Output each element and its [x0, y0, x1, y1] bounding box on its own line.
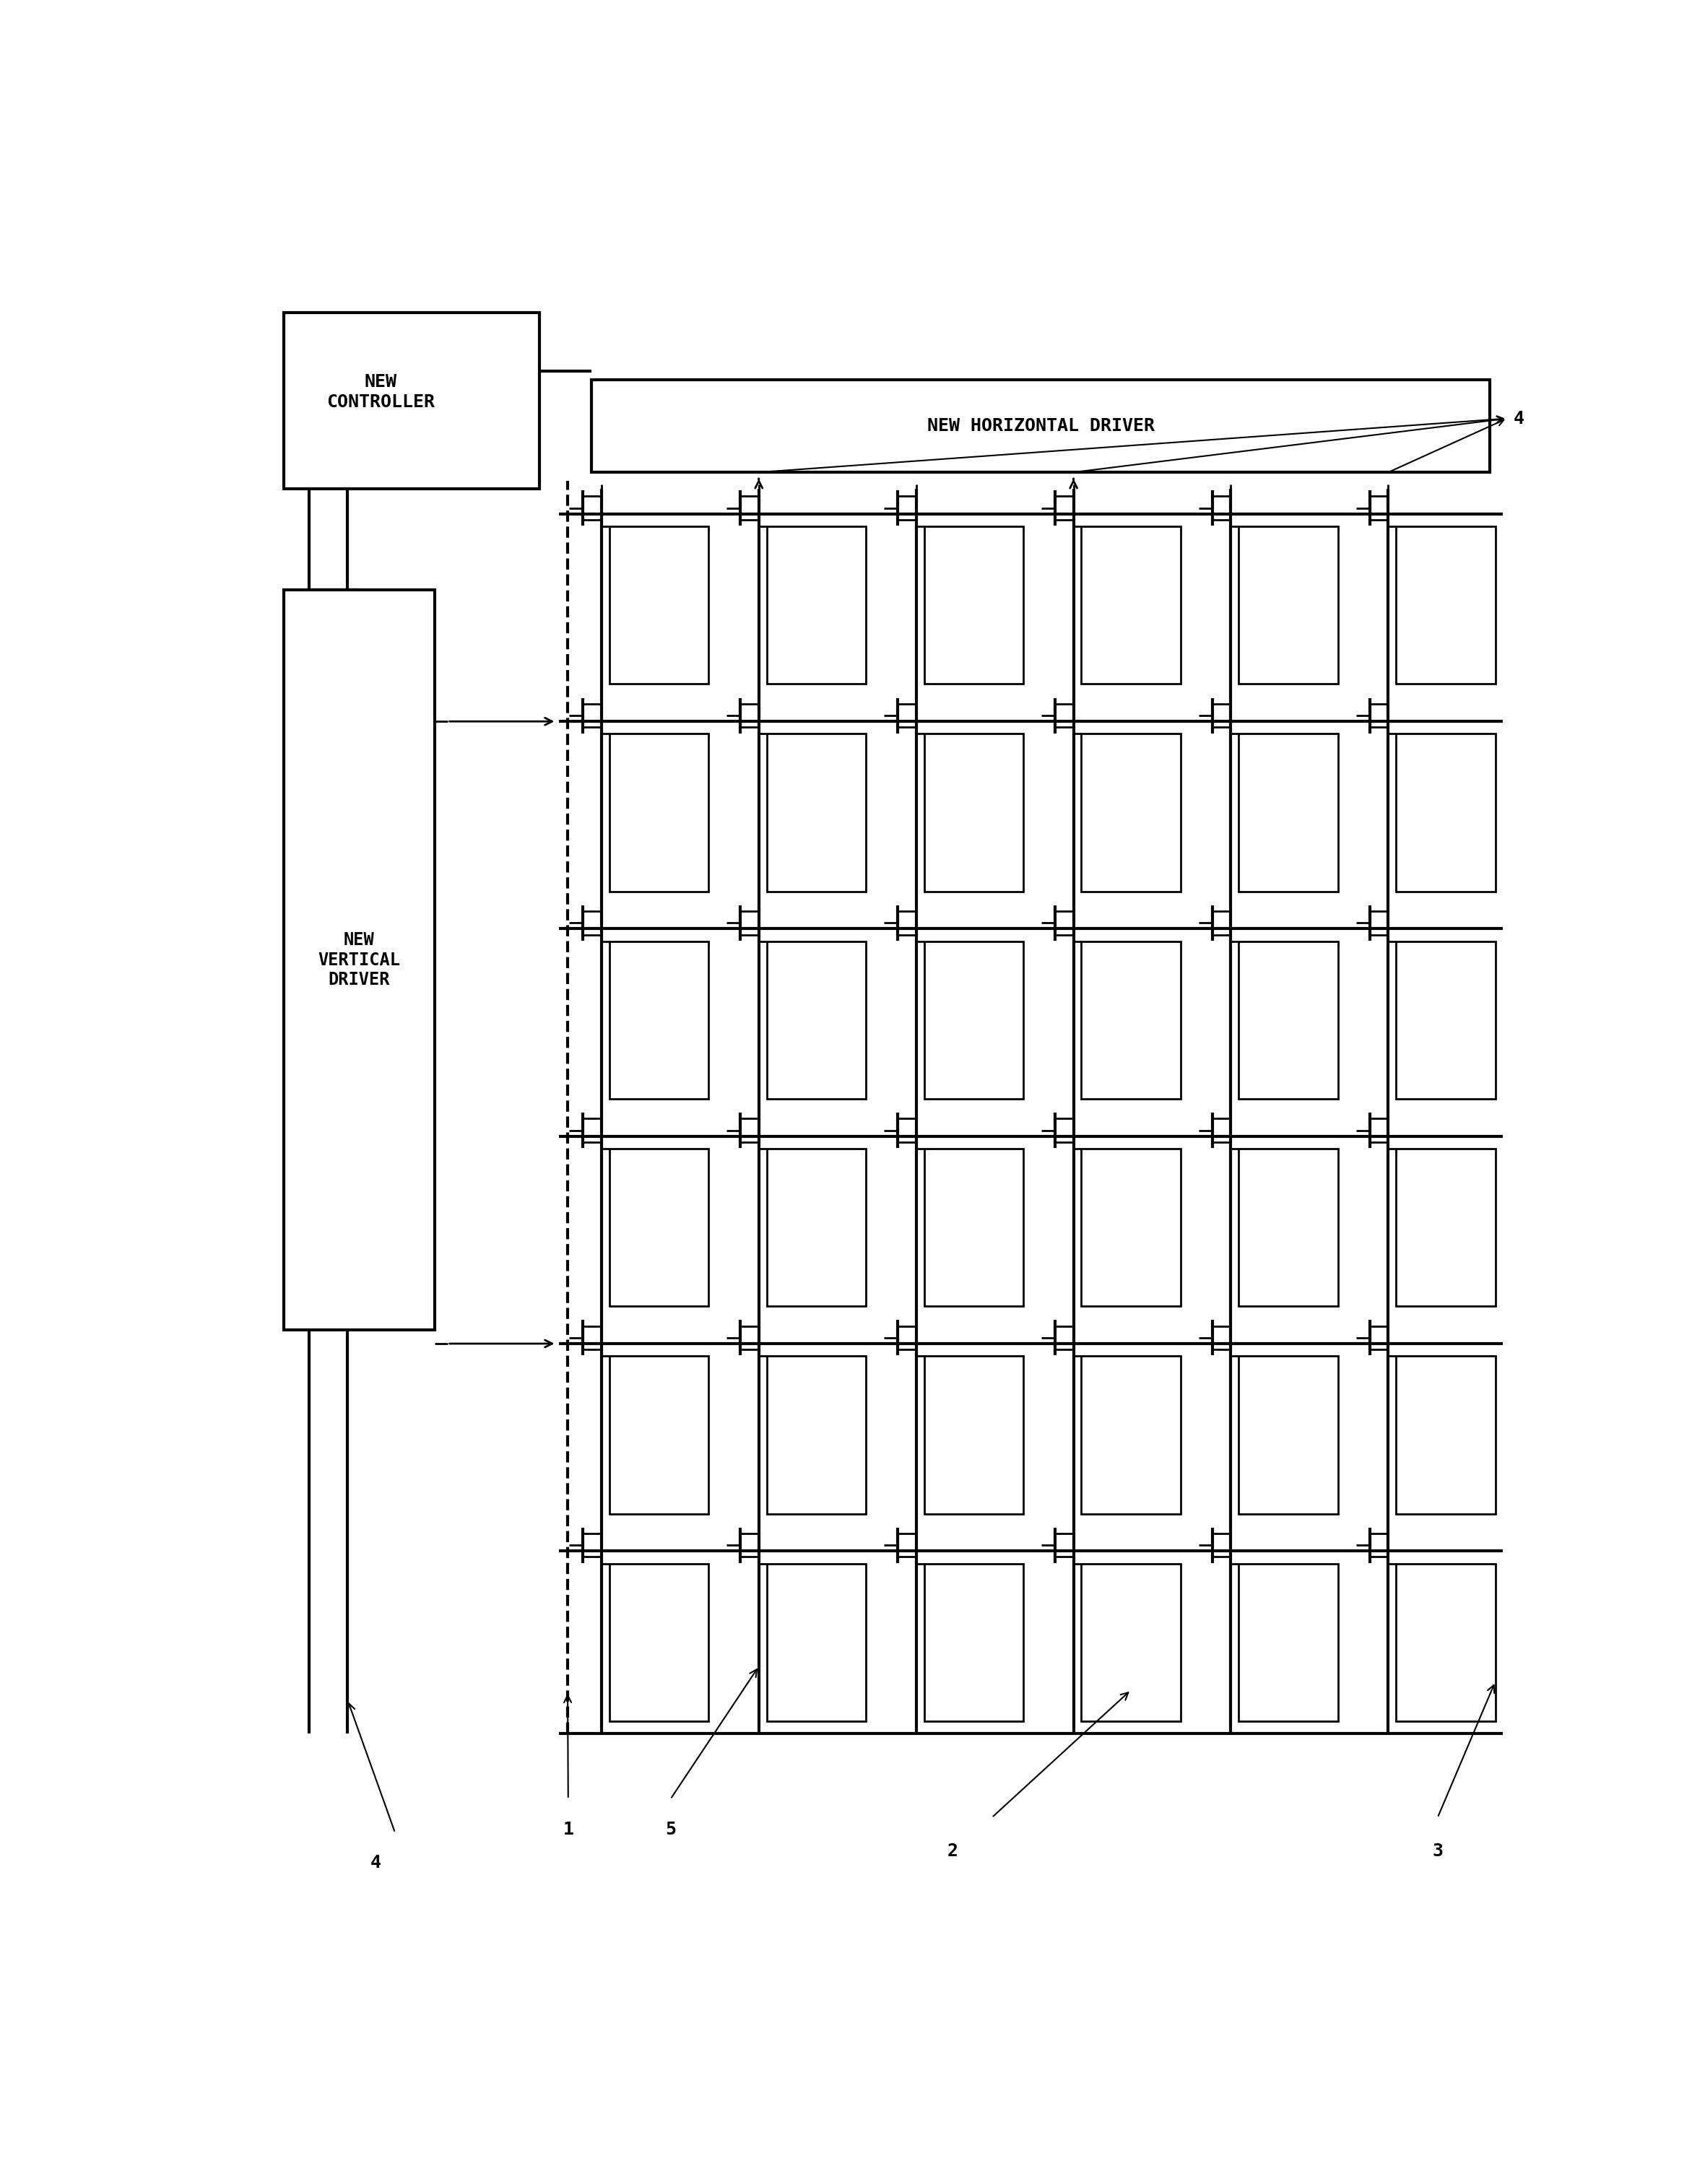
Text: NEW
VERTICAL
DRIVER: NEW VERTICAL DRIVER: [318, 930, 401, 989]
Bar: [609, 1356, 709, 1514]
Bar: [1396, 1564, 1496, 1721]
Bar: [1239, 734, 1338, 891]
Bar: [1239, 941, 1338, 1099]
Bar: [766, 1356, 866, 1514]
Bar: [1239, 526, 1338, 684]
Bar: [924, 1149, 1024, 1306]
Bar: [609, 1564, 709, 1721]
Bar: [1081, 1356, 1181, 1514]
Text: 4: 4: [1514, 411, 1524, 428]
Bar: [1081, 941, 1181, 1099]
Bar: [1239, 1149, 1338, 1306]
Bar: [1396, 941, 1496, 1099]
Bar: [1081, 734, 1181, 891]
Text: 2: 2: [948, 1843, 958, 1861]
Bar: [609, 734, 709, 891]
Bar: [766, 526, 866, 684]
Bar: [924, 1356, 1024, 1514]
Text: 4: 4: [371, 1854, 381, 1872]
Bar: [1396, 1149, 1496, 1306]
Bar: [284, 590, 435, 1330]
Bar: [1081, 1564, 1181, 1721]
Text: 1: 1: [563, 1821, 574, 1839]
Bar: [924, 734, 1024, 891]
Bar: [1081, 526, 1181, 684]
Bar: [1396, 526, 1496, 684]
Text: NEW
CONTROLLER: NEW CONTROLLER: [327, 373, 435, 411]
Bar: [1396, 734, 1496, 891]
Bar: [924, 941, 1024, 1099]
Bar: [766, 734, 866, 891]
Bar: [924, 1564, 1024, 1721]
Bar: [592, 380, 1491, 472]
Bar: [609, 526, 709, 684]
Bar: [609, 941, 709, 1099]
Text: 3: 3: [1431, 1843, 1443, 1861]
Bar: [1081, 1149, 1181, 1306]
Text: 5: 5: [665, 1821, 675, 1839]
Bar: [766, 1564, 866, 1721]
Bar: [924, 526, 1024, 684]
Bar: [1396, 1356, 1496, 1514]
Bar: [284, 312, 540, 489]
Bar: [609, 1149, 709, 1306]
Bar: [1239, 1564, 1338, 1721]
Bar: [766, 1149, 866, 1306]
Text: NEW HORIZONTAL DRIVER: NEW HORIZONTAL DRIVER: [927, 417, 1154, 435]
Bar: [766, 941, 866, 1099]
Bar: [1239, 1356, 1338, 1514]
